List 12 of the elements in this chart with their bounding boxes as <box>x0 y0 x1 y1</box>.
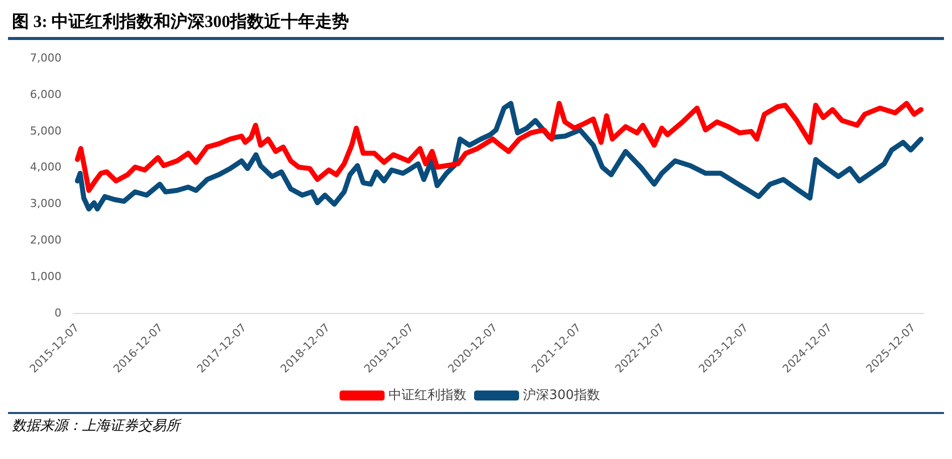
legend-label: 中证红利指数 <box>388 388 467 403</box>
y-tick-label: 3,000 <box>30 197 62 210</box>
y-tick-label: 4,000 <box>30 160 62 174</box>
y-tick-label: 1,000 <box>30 270 62 283</box>
source-note: 数据来源：上海证券交易所 <box>11 417 182 436</box>
chart-title: 图 3: 中证红利指数和沪深300指数近十年走势 <box>11 11 350 33</box>
y-tick-label: 5,000 <box>30 124 62 138</box>
y-tick-label: 7,000 <box>30 51 62 64</box>
y-tick-label: 6,000 <box>30 88 62 101</box>
y-tick-label: 2,000 <box>30 234 62 247</box>
y-tick-label: 0 <box>54 306 62 320</box>
legend-label: 沪深300指数 <box>523 386 600 403</box>
